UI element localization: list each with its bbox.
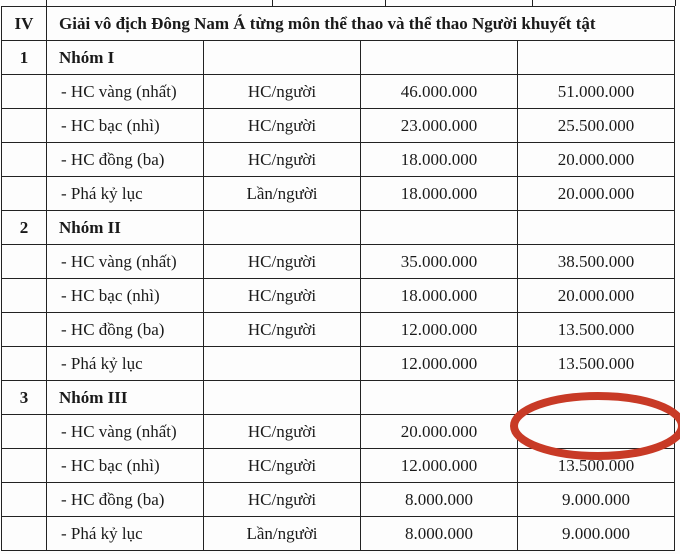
new-amount: 20.000.000: [517, 142, 675, 177]
empty-cell: [1, 414, 47, 449]
old-amount: 8.000.000: [360, 482, 518, 517]
table-row: - HC vàng (nhất) HC/người 20.000.000: [1, 414, 675, 449]
empty-cell: [203, 40, 361, 75]
item-label: - HC bạc (nhì): [46, 108, 204, 143]
section-header-row: IV Giải vô địch Đông Nam Á từng môn thể …: [1, 6, 675, 41]
empty-cell: [517, 40, 675, 75]
previous-row-edge: [0, 0, 680, 6]
item-label: - HC đồng (ba): [46, 142, 204, 177]
new-amount: 20.000.000: [517, 278, 675, 313]
item-label: - HC vàng (nhất): [46, 414, 204, 449]
item-label: - Phá kỷ lục: [46, 516, 204, 551]
old-amount: 20.000.000: [360, 414, 518, 449]
old-amount: 46.000.000: [360, 74, 518, 109]
empty-cell: [1, 74, 47, 109]
item-label: - HC vàng (nhất): [46, 74, 204, 109]
empty-cell: [1, 176, 47, 211]
old-amount: 35.000.000: [360, 244, 518, 279]
empty-cell: [1, 346, 47, 381]
group-row: 1 Nhóm I: [1, 40, 675, 75]
group-row: 2 Nhóm II: [1, 210, 675, 245]
empty-cell: [1, 278, 47, 313]
prize-table: IV Giải vô địch Đông Nam Á từng môn thể …: [1, 6, 675, 551]
group-name: Nhóm I: [46, 40, 204, 75]
section-number: IV: [1, 6, 47, 41]
group-row: 3 Nhóm III: [1, 380, 675, 415]
old-amount: 23.000.000: [360, 108, 518, 143]
unit-cell: HC/người: [203, 312, 361, 347]
empty-cell: [517, 380, 675, 415]
item-label: - HC đồng (ba): [46, 482, 204, 517]
empty-cell: [1, 142, 47, 177]
empty-cell: [1, 482, 47, 517]
new-amount: 13.500.000: [517, 448, 675, 483]
empty-cell: [360, 380, 518, 415]
table-row: - HC vàng (nhất) HC/người 35.000.000 38.500…: [1, 244, 675, 279]
empty-cell: [203, 210, 361, 245]
old-amount: 12.000.000: [360, 448, 518, 483]
new-amount: 51.000.000: [517, 74, 675, 109]
empty-cell: [360, 210, 518, 245]
unit-cell: HC/người: [203, 74, 361, 109]
item-label: - Phá kỷ lục: [46, 176, 204, 211]
empty-cell: [1, 244, 47, 279]
group-number: 1: [1, 40, 47, 75]
item-label: - Phá kỷ lục: [46, 346, 204, 381]
table-row: - HC đồng (ba) HC/người 12.000.000 13.500.0…: [1, 312, 675, 347]
table-row: - Phá kỷ lục Lần/người 8.000.000 9.000.000: [1, 516, 675, 551]
group-name: Nhóm II: [46, 210, 204, 245]
unit-cell: HC/người: [203, 244, 361, 279]
empty-cell: [1, 516, 47, 551]
unit-cell: Lần/người: [203, 516, 361, 551]
table-row: - HC bạc (nhì) HC/người 18.000.000 20.000.0…: [1, 278, 675, 313]
table-row: - HC bạc (nhì) HC/người 12.000.000 13.500.0…: [1, 448, 675, 483]
empty-cell: [517, 210, 675, 245]
new-amount: 38.500.000: [517, 244, 675, 279]
old-amount: 18.000.000: [360, 176, 518, 211]
old-amount: 18.000.000: [360, 142, 518, 177]
new-amount: [517, 414, 675, 449]
old-amount: 18.000.000: [360, 278, 518, 313]
item-label: - HC bạc (nhì): [46, 448, 204, 483]
unit-cell: HC/người: [203, 482, 361, 517]
unit-cell: [203, 346, 361, 381]
old-amount: 12.000.000: [360, 346, 518, 381]
table-row: - HC đồng (ba) HC/người 18.000.000 20.000.0…: [1, 142, 675, 177]
unit-cell: HC/người: [203, 414, 361, 449]
empty-cell: [1, 312, 47, 347]
new-amount: 9.000.000: [517, 516, 675, 551]
group-number: 2: [1, 210, 47, 245]
table-row: - HC bạc (nhì) HC/người 23.000.000 25.500.0…: [1, 108, 675, 143]
table-row: - HC vàng (nhất) HC/người 46.000.000 51.000…: [1, 74, 675, 109]
item-label: - HC vàng (nhất): [46, 244, 204, 279]
empty-cell: [1, 108, 47, 143]
section-title: Giải vô địch Đông Nam Á từng môn thể tha…: [46, 6, 675, 41]
table-row: - Phá kỷ lục 12.000.000 13.500.000: [1, 346, 675, 381]
group-number: 3: [1, 380, 47, 415]
new-amount: 13.500.000: [517, 346, 675, 381]
old-amount: 12.000.000: [360, 312, 518, 347]
table-row: - HC đồng (ba) HC/người 8.000.000 9.000.000: [1, 482, 675, 517]
item-label: - HC bạc (nhì): [46, 278, 204, 313]
unit-cell: HC/người: [203, 448, 361, 483]
new-amount: 13.500.000: [517, 312, 675, 347]
empty-cell: [203, 380, 361, 415]
new-amount: 25.500.000: [517, 108, 675, 143]
unit-cell: Lần/người: [203, 176, 361, 211]
table-row: - Phá kỷ lục Lần/người 18.000.000 20.000.00…: [1, 176, 675, 211]
unit-cell: HC/người: [203, 108, 361, 143]
empty-cell: [360, 40, 518, 75]
new-amount: 9.000.000: [517, 482, 675, 517]
group-name: Nhóm III: [46, 380, 204, 415]
empty-cell: [1, 448, 47, 483]
item-label: - HC đồng (ba): [46, 312, 204, 347]
unit-cell: HC/người: [203, 142, 361, 177]
unit-cell: HC/người: [203, 278, 361, 313]
new-amount: 20.000.000: [517, 176, 675, 211]
old-amount: 8.000.000: [360, 516, 518, 551]
